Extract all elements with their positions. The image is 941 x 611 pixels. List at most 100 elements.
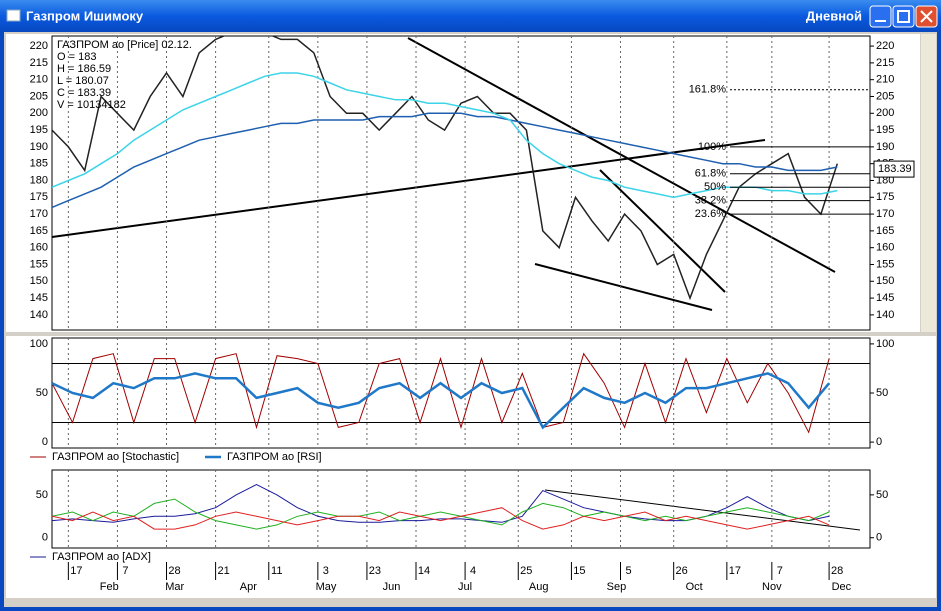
month-label: Nov bbox=[762, 581, 782, 593]
date-axis bbox=[6, 562, 936, 598]
title-bar bbox=[0, 0, 941, 32]
y-tick-label-right: 100 bbox=[876, 338, 894, 350]
y-tick-label: 215 bbox=[30, 57, 48, 69]
info-line: C = 183.39 bbox=[57, 87, 111, 99]
y-tick-label-right: 150 bbox=[876, 275, 894, 287]
month-label: Apr bbox=[240, 581, 257, 593]
month-label: Mar bbox=[165, 581, 184, 593]
date-label: 21 bbox=[217, 565, 229, 577]
y-tick-label: 0 bbox=[42, 436, 48, 448]
series-line bbox=[52, 352, 830, 434]
y-tick-label: 190 bbox=[30, 141, 48, 153]
y-tick-label-right: 175 bbox=[876, 191, 894, 203]
y-tick-label: 185 bbox=[30, 158, 48, 170]
fib-label: 50% bbox=[704, 181, 726, 193]
y-tick-label-right: 155 bbox=[876, 258, 894, 270]
trend-lines bbox=[51, 37, 861, 531]
button-icons bbox=[875, 10, 933, 23]
series-line bbox=[52, 36, 839, 301]
y-tick-label: 150 bbox=[30, 275, 48, 287]
date-label: 17 bbox=[729, 565, 741, 577]
date-label: 3 bbox=[323, 565, 329, 577]
y-tick-label-right: 165 bbox=[876, 225, 894, 237]
month-label: Dec bbox=[832, 581, 852, 593]
date-label: 25 bbox=[520, 565, 532, 577]
y-tick-label-right: 190 bbox=[876, 141, 894, 153]
legend-label: ГАЗПРОМ ао [RSI] bbox=[227, 451, 322, 463]
y-tick-label: 175 bbox=[30, 191, 48, 203]
date-label: 28 bbox=[168, 565, 180, 577]
date-label: 4 bbox=[470, 565, 476, 577]
fib-label: 161.8% bbox=[689, 84, 727, 96]
y-tick-label-right: 50 bbox=[876, 387, 888, 399]
y-tick-label: 155 bbox=[30, 258, 48, 270]
y-tick-label: 140 bbox=[30, 309, 48, 321]
y-tick-label: 205 bbox=[30, 90, 48, 102]
series-line bbox=[52, 112, 838, 209]
fib-label: 38.2% bbox=[695, 195, 726, 207]
date-label: 15 bbox=[573, 565, 585, 577]
date-label: 14 bbox=[418, 565, 430, 577]
y-tick-label: 145 bbox=[30, 292, 48, 304]
info-line: O = 183 bbox=[57, 51, 96, 63]
y-tick-label-right: 220 bbox=[876, 40, 894, 52]
maximize-button[interactable] bbox=[892, 5, 915, 28]
window-title: Газпром Ишимоку bbox=[26, 8, 144, 23]
timeframe: Дневной bbox=[806, 8, 862, 23]
last-price-box bbox=[873, 160, 915, 178]
month-label: Jun bbox=[383, 581, 401, 593]
date-label: 26 bbox=[676, 565, 688, 577]
y-tick-label-right: 0 bbox=[876, 532, 882, 544]
y-tick-label: 170 bbox=[30, 208, 48, 220]
y-tick-label: 165 bbox=[30, 225, 48, 237]
series-line bbox=[52, 507, 830, 530]
month-label: Sep bbox=[607, 581, 627, 593]
y-tick-label-right: 215 bbox=[876, 57, 894, 69]
oscillator-pane bbox=[6, 336, 936, 468]
app-icon bbox=[6, 9, 21, 22]
fib-label: 23.6% bbox=[695, 208, 726, 220]
minimize-button[interactable] bbox=[869, 5, 892, 28]
info-line: ГАЗПРОМ ао [Price] 02.12. bbox=[57, 39, 192, 51]
y-tick-label: 220 bbox=[30, 40, 48, 52]
date-label: 23 bbox=[369, 565, 381, 577]
date-label: 28 bbox=[831, 565, 843, 577]
series-line bbox=[52, 372, 831, 430]
price-plot-border bbox=[51, 35, 871, 331]
series-line bbox=[52, 72, 838, 199]
scrollbar[interactable] bbox=[921, 34, 936, 332]
date-label: 5 bbox=[625, 565, 631, 577]
y-tick-label: 50 bbox=[36, 387, 48, 399]
y-tick-label-right: 205 bbox=[876, 90, 894, 102]
adx-plot-border bbox=[51, 469, 871, 549]
fib-label: 100% bbox=[698, 141, 726, 153]
last-price-label: 183.39 bbox=[878, 163, 912, 175]
series-group bbox=[52, 484, 830, 530]
y-tick-label-right: 140 bbox=[876, 309, 894, 321]
legend-label: ГАЗПРОМ ао [Stochastic] bbox=[52, 451, 179, 463]
price-pane bbox=[6, 34, 920, 332]
y-tick-label: 195 bbox=[30, 124, 48, 136]
month-label: Jul bbox=[458, 581, 472, 593]
y-tick-label: 210 bbox=[30, 74, 48, 86]
y-tick-label: 160 bbox=[30, 242, 48, 254]
y-tick-label: 100 bbox=[30, 338, 48, 350]
y-tick-label-right: 50 bbox=[876, 489, 888, 501]
y-tick-label-right: 145 bbox=[876, 292, 894, 304]
info-line: V = 10134182 bbox=[57, 99, 126, 111]
date-label: 11 bbox=[271, 565, 282, 577]
y-tick-label-right: 210 bbox=[876, 74, 894, 86]
y-tick-label-right: 170 bbox=[876, 208, 894, 220]
legend-label: ГАЗПРОМ ао [ADX] bbox=[52, 551, 151, 563]
month-label: Aug bbox=[529, 581, 549, 593]
series-line bbox=[52, 498, 830, 530]
y-tick-label: 50 bbox=[36, 489, 48, 501]
month-label: May bbox=[316, 581, 337, 593]
series-group bbox=[52, 352, 831, 434]
y-tick-label-right: 200 bbox=[876, 107, 894, 119]
fib-label: 61.8% bbox=[695, 168, 726, 180]
info-line: L = 180.07 bbox=[57, 75, 109, 87]
info-line: H = 186.59 bbox=[57, 63, 111, 75]
month-label: Feb bbox=[100, 581, 119, 593]
